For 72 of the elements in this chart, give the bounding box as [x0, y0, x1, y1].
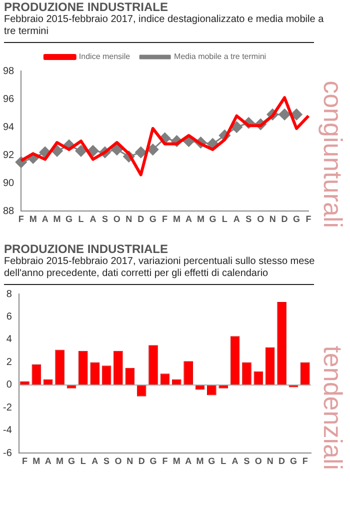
x-tick-label: A [185, 456, 192, 466]
x-tick-label: G [66, 214, 73, 224]
x-tick-label: M [196, 214, 204, 224]
x-tick-label: M [172, 456, 180, 466]
x-tick-label: G [150, 456, 157, 466]
y-tick-label: 98 [3, 66, 15, 77]
x-tick-label: G [209, 214, 216, 224]
x-tick-label: F [22, 456, 28, 466]
x-tick-label: A [42, 214, 49, 224]
x-tick-label: N [126, 456, 134, 466]
x-tick-label: O [113, 214, 120, 224]
legend-label: Indice mensile [78, 52, 131, 62]
x-tick-label: G [149, 214, 156, 224]
x-tick-label: S [102, 214, 108, 224]
x-tick-label: G [290, 456, 297, 466]
y-tick-label: 2 [6, 356, 12, 368]
y-tick-label: 6 [6, 311, 12, 322]
x-tick-label: F [162, 456, 168, 466]
x-tick-label: L [220, 456, 227, 466]
x-tick-label: S [246, 214, 252, 224]
x-tick-label: N [126, 214, 132, 224]
x-tick-label: M [173, 214, 181, 224]
x-tick-label: A [44, 456, 52, 466]
y-tick-label: -4 [2, 425, 12, 436]
x-tick-label: G [293, 214, 300, 224]
chart-subtitle: Febbraio 2015-febbraio 2017, indice destagionalizzato e media mobile a tre termini [3, 14, 325, 38]
x-tick-label: D [281, 214, 288, 224]
x-tick-label: N [266, 456, 274, 466]
chart-title: PRODUZIONE INDUSTRIALE [3, 242, 170, 256]
y-tick-label: -6 [2, 448, 12, 459]
x-tick-label: M [196, 456, 204, 466]
x-tick-label: A [186, 214, 193, 224]
x-tick-label: M [32, 456, 40, 466]
y-tick-label: 92 [3, 150, 15, 161]
y-tick-label: 8 [6, 288, 12, 300]
y-tick-label: 94 [3, 122, 15, 133]
x-tick-label: A [233, 214, 240, 224]
x-tick-label: L [80, 456, 86, 466]
chart-subtitle: Febbraio 2015-febbraio 2017, variazioni percentuali sullo stesso mese dell'anno precedente, dati corretti per gli effetti di calendario [3, 256, 316, 280]
y-tick-label: -2 [2, 402, 12, 414]
x-tick-label: S [244, 456, 250, 466]
y-tick-label: 90 [3, 178, 15, 189]
x-tick-label: S [104, 456, 110, 466]
x-tick-label: L [78, 214, 84, 224]
x-tick-label: F [18, 214, 24, 224]
x-tick-label: O [257, 214, 264, 224]
x-tick-label: G [208, 456, 216, 466]
x-tick-label: F [306, 214, 312, 224]
x-tick-label: M [53, 214, 61, 224]
legend-label: Media mobile a tre termini [174, 52, 266, 62]
text: tendenziali [317, 344, 349, 470]
x-tick-label: O [254, 456, 262, 466]
y-tick-label: 4 [6, 334, 12, 346]
x-tick-label: L [222, 214, 228, 224]
x-tick-label: G [68, 456, 75, 466]
x-tick-label: D [138, 456, 146, 466]
x-tick-label: D [278, 456, 286, 466]
x-tick-label: A [232, 456, 239, 466]
y-tick-label: 88 [3, 206, 15, 217]
x-tick-label: A [90, 214, 97, 224]
x-tick-label: N [269, 214, 276, 224]
x-tick-label: D [138, 214, 145, 224]
y-tick-label: 96 [3, 94, 15, 105]
x-tick-label: M [56, 456, 64, 466]
text: congiunturali [317, 80, 349, 228]
x-tick-label: F [302, 456, 308, 466]
chart-title: PRODUZIONE INDUSTRIALE [3, 0, 170, 14]
x-tick-label: F [162, 214, 168, 224]
x-tick-label: O [114, 456, 122, 466]
y-tick-label: 0 [6, 380, 12, 391]
x-tick-label: M [29, 214, 37, 224]
x-tick-label: A [92, 456, 99, 466]
